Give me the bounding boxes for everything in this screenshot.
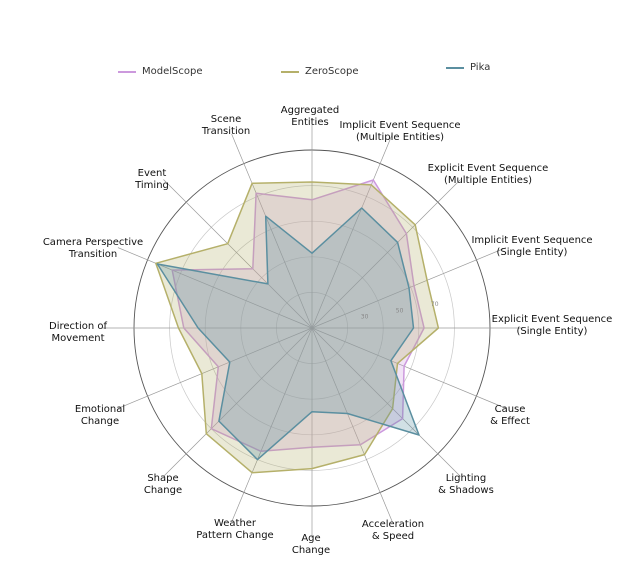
series-polygon-modelscope [171,179,425,453]
legend-label-pika: Pika [470,62,491,73]
legend: ModelScope ZeroScope Pika [0,62,626,86]
category-labels: Aggregated Entities Implicit Event Sequenc… [43,105,613,556]
spoke-line [311,327,393,523]
legend-swatch-zeroscope [281,70,299,73]
category-label: Emotional Change [75,404,125,427]
category-label: Scene Transition [201,114,250,137]
category-label: Acceleration & Speed [362,519,424,542]
spoke-line [311,327,507,409]
spoke-line [117,247,313,329]
radar-series [155,179,440,474]
category-label: Weather Pattern Change [196,518,273,541]
radial-tick-labels: 30 50 70 [361,301,439,321]
spoke-line [231,327,313,523]
category-label: Lighting & Shadows [438,473,494,496]
spoke-line [163,327,313,477]
category-label: Event Timing [134,168,169,191]
legend-label-modelscope: ModelScope [142,66,203,77]
legend-swatch-pika [446,66,464,69]
legend-swatch-modelscope [118,70,136,73]
radial-tick-label: 70 [431,301,439,308]
series-polygon-zeroscope [155,181,440,474]
legend-item-zeroscope: ZeroScope [281,66,358,77]
radial-tick-label: 30 [361,314,369,321]
spoke-line [311,179,461,329]
category-label: Explicit Event Sequence (Single Entity) [492,314,613,337]
legend-label-zeroscope: ZeroScope [305,66,359,77]
category-label: Cause & Effect [490,404,530,427]
spoke-line [231,133,313,329]
legend-item-modelscope: ModelScope [118,66,203,77]
spoke-line [163,179,313,329]
spoke-line [311,327,461,477]
radial-tick-label: 50 [396,307,404,314]
legend-item-pika: Pika [446,62,490,73]
category-label: Age Change [292,533,330,556]
category-label: Camera Perspective Transition [43,237,143,260]
spoke-line [311,133,393,329]
category-label: Direction of Movement [49,321,107,344]
category-label: Aggregated Entities [281,105,339,128]
category-label: Implicit Event Sequence (Single Entity) [471,235,592,258]
category-label: Implicit Event Sequence (Multiple Entitie… [339,120,460,143]
category-label: Shape Change [144,473,182,496]
series-polygon-pika [156,207,420,461]
category-label: Explicit Event Sequence (Multiple Entitie… [428,163,549,186]
spoke-line [117,327,313,409]
